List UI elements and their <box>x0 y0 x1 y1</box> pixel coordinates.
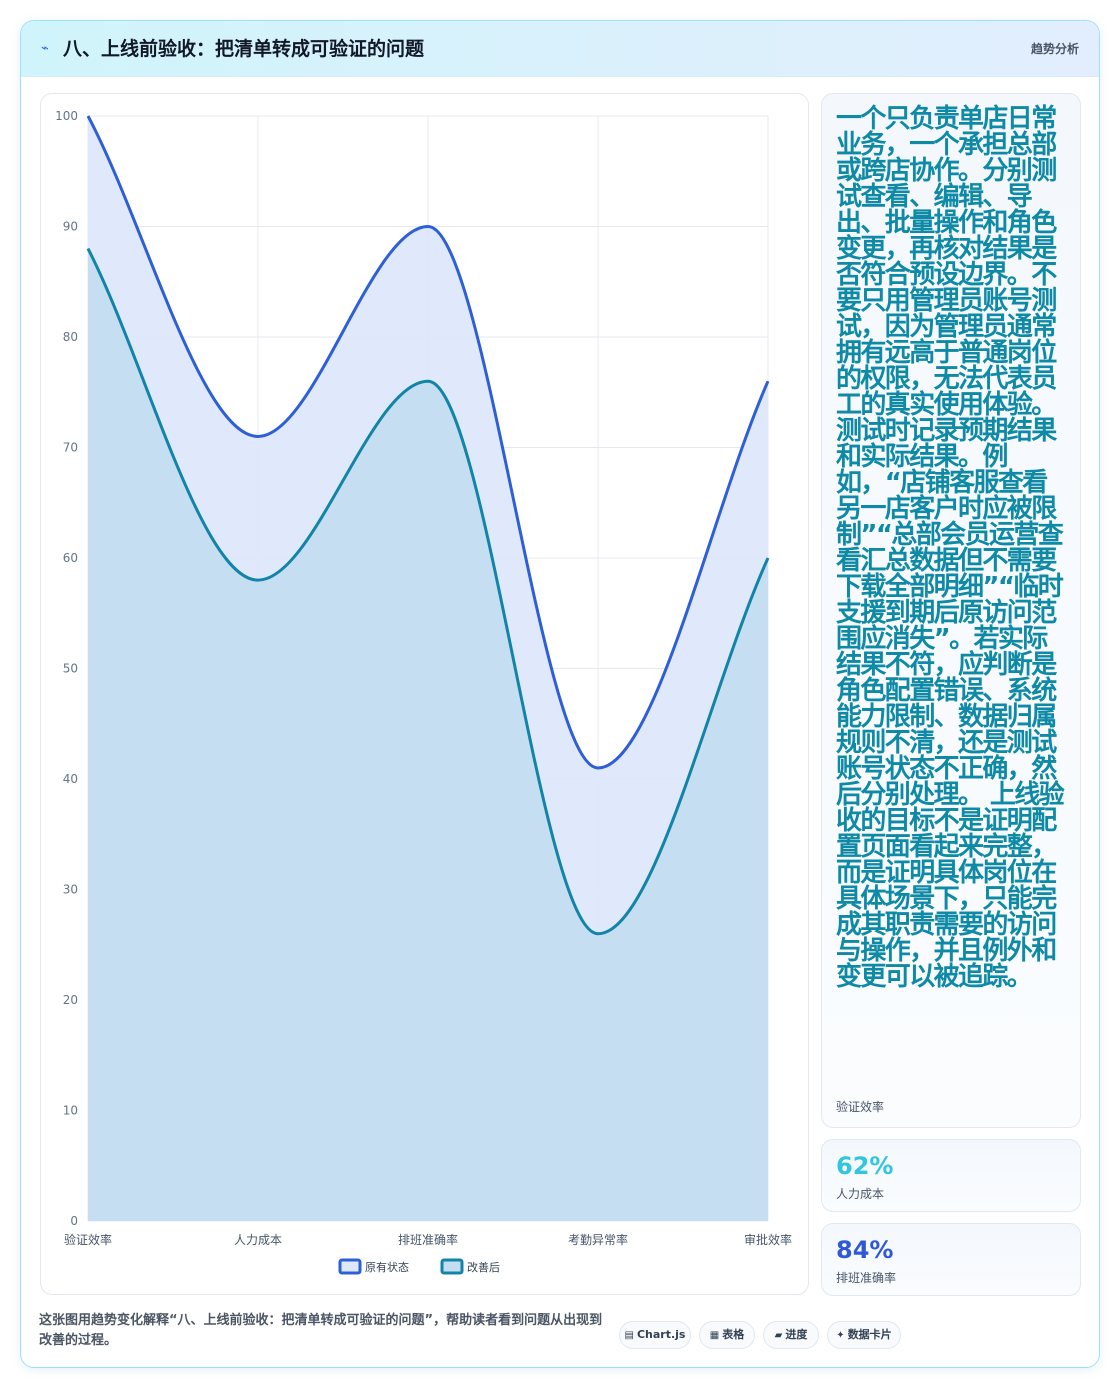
y-tick-label: 80 <box>63 330 78 344</box>
pill-progress[interactable]: ▰ 进度 <box>763 1321 819 1349</box>
x-tick-label: 排班准确率 <box>398 1232 458 1247</box>
y-tick-label: 90 <box>63 220 78 234</box>
x-tick-label: 审批效率 <box>744 1232 792 1247</box>
pill-label: 进度 <box>785 1328 808 1341</box>
stat-value: 62% <box>836 1152 894 1180</box>
y-tick-label: 50 <box>63 662 78 676</box>
legend-swatch <box>338 1258 362 1275</box>
stat-label: 人力成本 <box>836 1187 885 1201</box>
x-tick-label: 验证效率 <box>64 1232 112 1247</box>
chart-panel: 0 10 20 30 40 50 60 70 80 90 100 验证效率 人力成本 排班准确率 考勤异常率… <box>40 93 809 1295</box>
sparkle-icon: ✦ <box>836 1330 845 1341</box>
y-tick-label: 70 <box>63 441 78 455</box>
pill-data-card[interactable]: ✦ 数据卡片 <box>827 1321 901 1349</box>
stat-card: 62% 人力成本 <box>821 1139 1081 1212</box>
x-tick-label: 人力成本 <box>234 1233 282 1247</box>
y-tick-label: 20 <box>63 993 78 1007</box>
table-icon: ▦ <box>709 1330 720 1341</box>
pill-label: 表格 <box>722 1328 745 1341</box>
text-card-label: 验证效率 <box>836 1100 885 1114</box>
legend-swatch <box>440 1258 464 1275</box>
series-area-1 <box>88 248 768 1222</box>
chart-description: 这张图用趋势变化解释“八、上线前验收：把清单转成可验证的问题”，帮助读者看到问题… <box>39 1313 603 1348</box>
y-tick-label: 0 <box>70 1214 78 1228</box>
long-description: 一个只负责单店日常业务，一个承担总部或跨店协作。分别测试查看、编辑、导出、批量操… <box>836 104 1065 992</box>
legend-label: 改善后 <box>467 1260 500 1274</box>
y-tick-label: 10 <box>63 1104 78 1118</box>
pill-table[interactable]: ▦ 表格 <box>699 1321 755 1349</box>
x-tick-label: 考勤异常率 <box>568 1232 628 1247</box>
stat-card: 84% 排班准确率 <box>821 1223 1081 1296</box>
stat-value: 84% <box>836 1236 894 1264</box>
pill-chartjs[interactable]: ▤ Chart.js <box>619 1321 691 1349</box>
pill-label: 数据卡片 <box>847 1328 892 1341</box>
y-tick-label: 100 <box>55 109 78 123</box>
area-chart: 0 10 20 30 40 50 60 70 80 90 100 验证效率 人力成本 排班准确率 考勤异常率… <box>55 109 792 1275</box>
stat-label: 排班准确率 <box>836 1271 897 1285</box>
pill-label: Chart.js <box>636 1328 686 1341</box>
chart-card: ⌁ 八、上线前验收：把清单转成可验证的问题 趋势分析 0 10 20 30 40 50 60… <box>20 20 1100 1368</box>
page-title: 八、上线前验收：把清单转成可验证的问题 <box>63 38 425 60</box>
y-tick-label: 40 <box>63 772 78 786</box>
legend-label: 原有状态 <box>365 1260 409 1274</box>
chart-icon: ▤ <box>624 1330 634 1341</box>
section-tag: 趋势分析 <box>1030 42 1079 56</box>
series-line-1 <box>86 247 770 936</box>
card-header: ⌁ 八、上线前验收：把清单转成可验证的问题 趋势分析 <box>21 21 1099 77</box>
y-tick-label: 30 <box>63 883 78 897</box>
series-line-0 <box>86 115 770 770</box>
trend-icon: ⌁ <box>41 41 49 56</box>
text-card: 一个只负责单店日常业务，一个承担总部或跨店协作。分别测试查看、编辑、导出、批量操… <box>821 93 1081 1128</box>
progress-icon: ▰ <box>774 1330 783 1341</box>
y-tick-label: 60 <box>63 551 78 565</box>
